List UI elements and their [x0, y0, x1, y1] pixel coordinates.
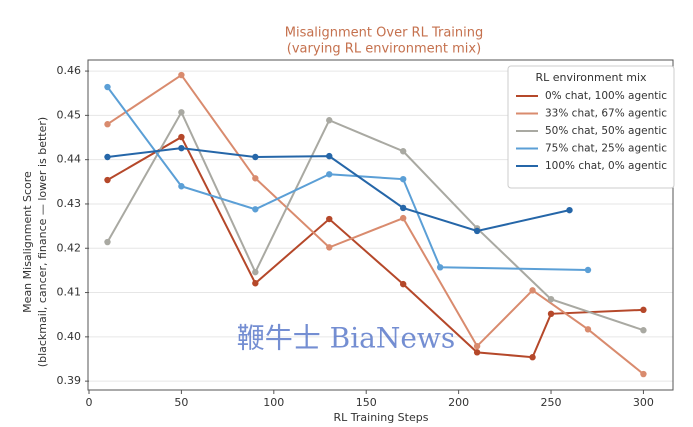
watermark: 鞭牛士 BiaNews [237, 322, 456, 355]
data-point [640, 370, 647, 378]
legend-box [507, 65, 675, 189]
x-tick-label: 100 [263, 396, 284, 409]
data-point [252, 268, 259, 276]
data-point [399, 280, 407, 288]
y-tick-label: 0.46 [57, 64, 82, 77]
data-point [399, 204, 407, 212]
y-tick-label: 0.43 [57, 197, 82, 210]
legend-label: 50% chat, 50% agentic [545, 125, 667, 137]
legend-label: 33% chat, 67% agentic [545, 108, 667, 120]
data-point [104, 238, 111, 246]
legend-label: 75% chat, 25% agentic [545, 143, 667, 155]
data-point [104, 121, 111, 128]
y-axis-label: Mean Misalignment Score [21, 171, 34, 313]
legend-label: 100% chat, 0% agentic [545, 160, 667, 172]
data-point [640, 306, 647, 314]
data-point [178, 109, 185, 116]
series-line [106, 110, 644, 332]
x-axis-label: RL Training Steps [334, 411, 429, 424]
y-tick-label: 0.45 [57, 108, 82, 121]
y-axis-label: (blackmail, cancer, finance — lower is b… [36, 117, 49, 367]
data-point [399, 175, 407, 183]
y-tick-label: 0.39 [57, 374, 82, 387]
data-point [178, 183, 185, 190]
y-tick-label: 0.41 [57, 286, 82, 299]
data-point [529, 287, 536, 294]
data-point [252, 280, 259, 287]
data-point [252, 175, 259, 182]
data-point [584, 326, 592, 333]
data-point [584, 266, 592, 274]
data-point [104, 153, 111, 161]
chart-title: Misalignment Over RL Training [285, 26, 484, 41]
data-point [399, 148, 407, 155]
data-point [473, 342, 481, 350]
y-tick-label: 0.40 [57, 330, 82, 343]
legend-label: 0% chat, 100% agentic [545, 90, 667, 102]
legend-title: RL environment mix [535, 71, 647, 84]
x-tick-label: 250 [541, 396, 562, 409]
series-line [107, 147, 570, 233]
data-point [473, 227, 481, 235]
data-point [566, 206, 573, 214]
data-point [104, 176, 111, 184]
y-tick-label: 0.44 [57, 153, 82, 166]
data-point [436, 264, 444, 271]
data-point [326, 171, 333, 178]
x-tick-label: 200 [448, 396, 469, 409]
data-point [326, 117, 333, 124]
x-tick-label: 300 [633, 396, 654, 409]
chart-subtitle: (varying RL environment mix) [287, 42, 481, 57]
data-point [178, 133, 185, 141]
x-tick-label: 0 [86, 396, 93, 409]
data-point [640, 327, 647, 334]
x-tick-label: 50 [174, 396, 188, 409]
data-point [252, 153, 259, 161]
x-tick-label: 150 [356, 396, 377, 409]
data-point [547, 310, 555, 318]
data-point [547, 295, 555, 303]
data-point [326, 244, 333, 251]
data-point [178, 71, 185, 79]
data-point [252, 206, 259, 213]
data-point [529, 354, 536, 361]
data-point [473, 349, 481, 356]
y-tick-label: 0.42 [57, 241, 82, 254]
plot-frame [87, 59, 674, 391]
data-point [326, 215, 333, 223]
data-point [399, 214, 407, 222]
data-point [326, 152, 333, 160]
data-point [178, 144, 185, 152]
data-point [104, 83, 111, 91]
